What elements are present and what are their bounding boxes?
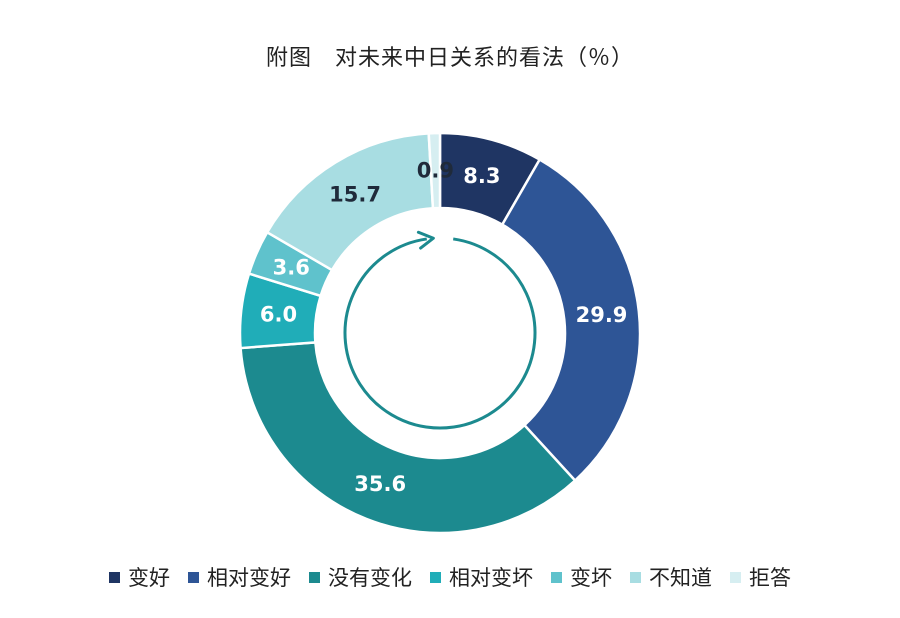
data-label-没有变化: 35.6 [354, 472, 406, 496]
legend-item-没有变化: 没有变化 [309, 562, 412, 592]
legend-label: 相对变坏 [449, 566, 533, 590]
legend-swatch [309, 571, 320, 583]
legend-item-不知道: 不知道 [630, 562, 712, 592]
legend-label: 变坏 [570, 566, 612, 590]
legend-swatch [630, 571, 641, 583]
legend-item-变坏: 变坏 [551, 562, 612, 592]
data-label-变好: 8.3 [463, 164, 500, 188]
data-label-不知道: 15.7 [329, 182, 381, 206]
legend-swatch [430, 571, 441, 583]
legend-label: 相对变好 [207, 566, 291, 590]
legend-swatch [109, 571, 120, 583]
legend: 变好 相对变好 没有变化 相对变坏 变坏 不知道 拒答 [0, 562, 900, 592]
legend-item-拒答: 拒答 [730, 562, 791, 592]
slice-没有变化 [239, 341, 577, 535]
legend-label: 拒答 [749, 566, 791, 590]
slice-相对变好 [500, 157, 642, 483]
data-label-拒答: 0.9 [417, 159, 454, 183]
legend-item-变好: 变好 [109, 562, 170, 592]
arrowhead-icon [416, 230, 435, 250]
legend-swatch [188, 571, 199, 583]
data-label-相对变好: 29.9 [576, 303, 628, 327]
legend-item-相对变坏: 相对变坏 [430, 562, 533, 592]
data-label-变坏: 3.6 [273, 256, 310, 280]
legend-label: 不知道 [649, 566, 712, 590]
legend-label: 没有变化 [328, 566, 412, 590]
legend-swatch [551, 571, 562, 583]
legend-swatch [730, 571, 741, 583]
data-label-相对变坏: 6.0 [260, 303, 297, 327]
cycle-arrow-icon [343, 237, 537, 430]
chart-title: 附图 对未来中日关系的看法（％） [265, 46, 634, 71]
legend-label: 变好 [128, 566, 170, 590]
legend-item-相对变好: 相对变好 [188, 562, 291, 592]
slice-拒答 [427, 131, 442, 210]
